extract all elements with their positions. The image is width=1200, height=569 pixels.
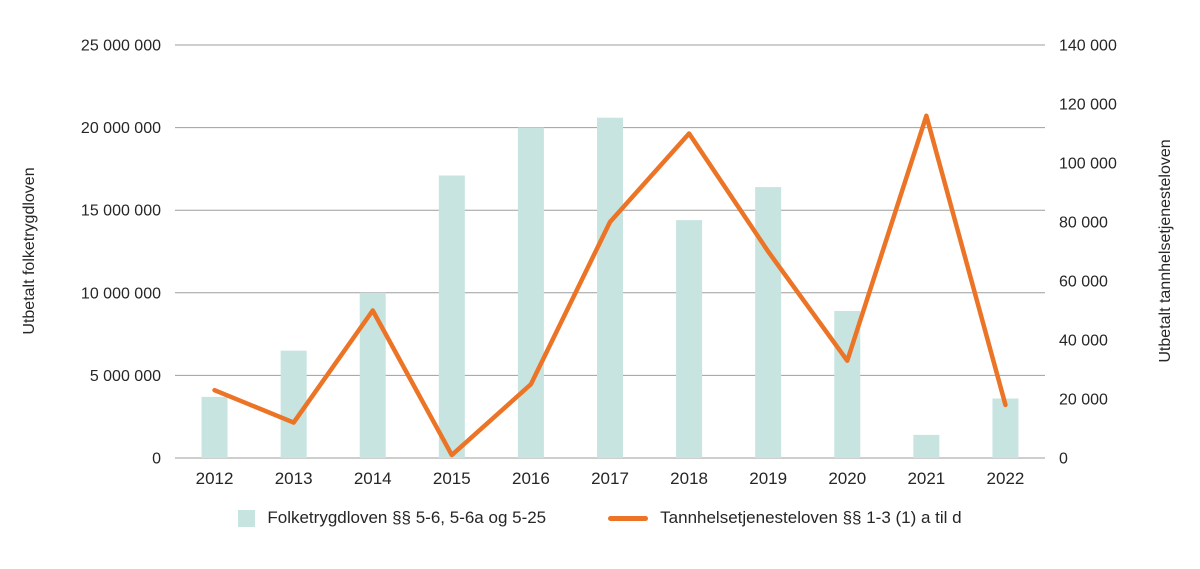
svg-text:40 000: 40 000 bbox=[1059, 333, 1108, 350]
svg-text:2021: 2021 bbox=[907, 469, 945, 488]
svg-text:20 000 000: 20 000 000 bbox=[81, 120, 161, 137]
svg-text:2012: 2012 bbox=[196, 469, 234, 488]
svg-text:10 000 000: 10 000 000 bbox=[81, 285, 161, 302]
svg-text:25 000 000: 25 000 000 bbox=[81, 38, 161, 55]
left-axis-title: Utbetalt folketrygdloven bbox=[21, 167, 38, 334]
svg-text:0: 0 bbox=[1059, 451, 1068, 468]
svg-text:140 000: 140 000 bbox=[1059, 38, 1117, 55]
svg-text:80 000: 80 000 bbox=[1059, 215, 1108, 232]
svg-text:2015: 2015 bbox=[433, 469, 471, 488]
legend: Folketrygdloven §§ 5-6, 5-6a og 5-25 Tan… bbox=[0, 508, 1200, 528]
bar-series bbox=[201, 117, 1019, 459]
chart-canvas: 0 5 000 000 10 000 000 15 000 000 20 000 000… bbox=[21, 38, 1174, 489]
line-series-swatch-icon bbox=[608, 515, 649, 521]
svg-text:2014: 2014 bbox=[354, 469, 392, 488]
svg-text:2020: 2020 bbox=[828, 469, 866, 488]
bar-series-swatch-icon bbox=[238, 509, 256, 527]
svg-text:2022: 2022 bbox=[987, 469, 1025, 488]
svg-text:2013: 2013 bbox=[275, 469, 313, 488]
right-axis-tick-labels: 0 20 000 40 000 60 000 80 000 100 000 120 000 1… bbox=[1059, 38, 1117, 468]
legend-item-line-series: Tannhelsetjenesteloven §§ 1-3 (1) a til … bbox=[608, 508, 962, 528]
legend-label-line-series: Tannhelsetjenesteloven §§ 1-3 (1) a til … bbox=[660, 508, 962, 527]
right-axis-title: Utbetalt tannhelsetjenesteloven bbox=[1157, 139, 1174, 362]
svg-text:15 000 000: 15 000 000 bbox=[81, 203, 161, 220]
legend-label-bar-series: Folketrygdloven §§ 5-6, 5-6a og 5-25 bbox=[267, 508, 547, 527]
svg-text:0: 0 bbox=[152, 451, 161, 468]
svg-text:20 000: 20 000 bbox=[1059, 392, 1108, 409]
svg-text:60 000: 60 000 bbox=[1059, 274, 1108, 291]
svg-text:2016: 2016 bbox=[512, 469, 550, 488]
svg-text:5 000 000: 5 000 000 bbox=[90, 368, 161, 385]
left-axis-tick-labels: 0 5 000 000 10 000 000 15 000 000 20 000 000… bbox=[81, 38, 161, 468]
svg-text:100 000: 100 000 bbox=[1059, 156, 1117, 173]
x-axis-labels: 2012 2013 2014 2015 2016 2017 2018 2019 2020 2021… bbox=[196, 469, 1025, 488]
svg-text:2018: 2018 bbox=[670, 469, 708, 488]
svg-text:120 000: 120 000 bbox=[1059, 97, 1117, 114]
legend-item-bar-series: Folketrygdloven §§ 5-6, 5-6a og 5-25 bbox=[238, 508, 546, 528]
line-series bbox=[212, 113, 1008, 458]
svg-text:2019: 2019 bbox=[749, 469, 787, 488]
svg-text:2017: 2017 bbox=[591, 469, 629, 488]
